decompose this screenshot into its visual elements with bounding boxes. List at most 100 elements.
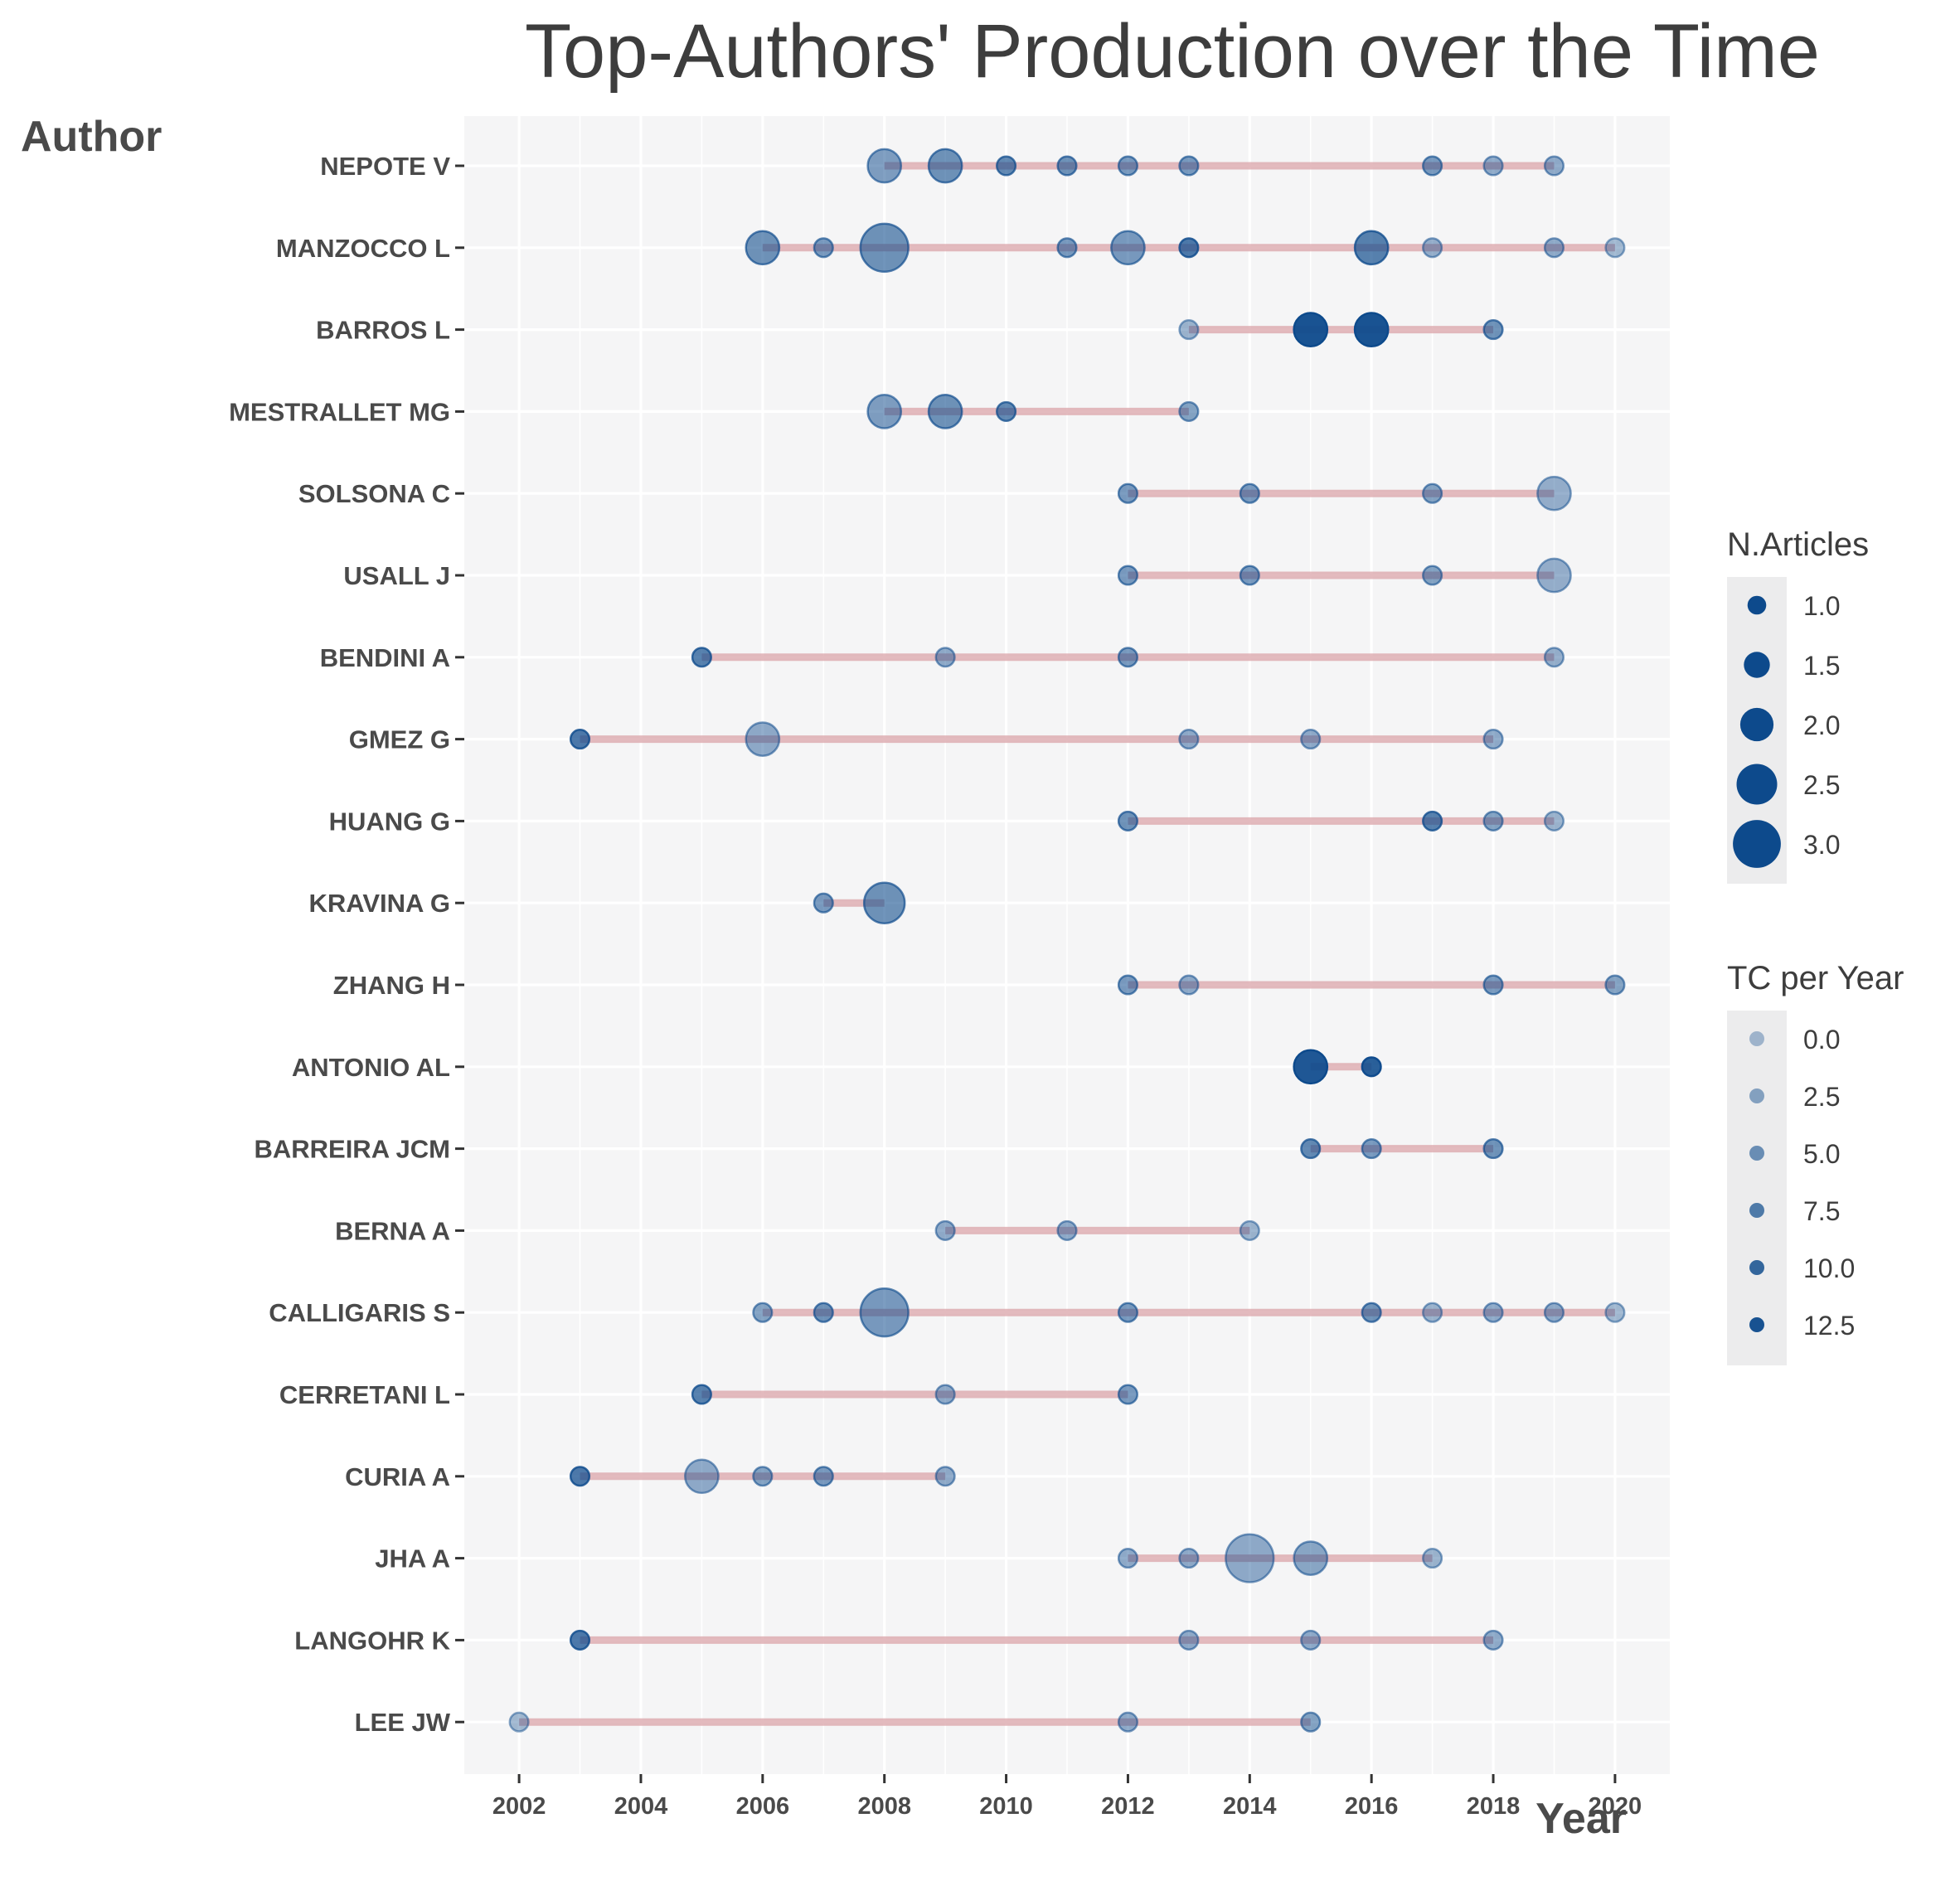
- y-tick-label: KRAVINA G: [309, 889, 451, 918]
- y-tick-label: SOLSONA C: [298, 479, 450, 508]
- point-curia-a-2007: [813, 1466, 834, 1487]
- legend-alpha-label: 0.0: [1803, 1025, 1840, 1055]
- point-mestrallet-mg-2010: [996, 400, 1017, 422]
- point-kravina-g-2007: [813, 892, 834, 914]
- point-gmez-g-2013: [1178, 729, 1200, 750]
- point-calligaris-s-2016: [1361, 1302, 1382, 1323]
- x-axis-title: Year: [1535, 1795, 1627, 1843]
- legend-size-key: [1747, 595, 1767, 615]
- point-jha-a-2012: [1117, 1548, 1138, 1569]
- x-tick-label: 2006: [736, 1793, 790, 1820]
- point-antonio-al-2016: [1361, 1056, 1382, 1078]
- point-solsona-c-2012: [1117, 482, 1138, 504]
- legend-tc-per-year-keys: [1727, 1011, 1787, 1365]
- legend-size-key: [1736, 764, 1778, 805]
- legend-size-key: [1739, 707, 1774, 742]
- point-manzocco-l-2008: [859, 222, 910, 273]
- y-tick-label: ANTONIO AL: [292, 1053, 450, 1082]
- point-calligaris-s-2017: [1422, 1302, 1443, 1323]
- point-manzocco-l-2020: [1604, 237, 1626, 259]
- point-barros-l-2015: [1293, 312, 1329, 347]
- point-curia-a-2006: [752, 1466, 774, 1487]
- point-zhang-h-2013: [1178, 974, 1200, 996]
- point-curia-a-2009: [934, 1466, 956, 1487]
- x-tick-label: 2004: [614, 1793, 668, 1820]
- legend-alpha-label: 7.5: [1803, 1196, 1840, 1226]
- point-mestrallet-mg-2008: [866, 394, 903, 429]
- point-barreira-jcm-2016: [1361, 1138, 1382, 1160]
- point-kravina-g-2008: [862, 881, 906, 924]
- point-huang-g-2017: [1422, 810, 1443, 831]
- point-jha-a-2017: [1422, 1548, 1443, 1569]
- point-bendini-a-2012: [1117, 647, 1138, 668]
- point-nepote-v-2018: [1482, 155, 1504, 177]
- legend-tc-per-year: TC per Year 0.0 2.5 5.0 7.5 10.0 12.5: [1727, 960, 1904, 1365]
- legend-size-label: 1.0: [1803, 591, 1840, 621]
- y-tick-label: GMEZ G: [349, 725, 450, 754]
- legend-alpha-label: 5.0: [1803, 1139, 1840, 1169]
- legend-alpha-key: [1749, 1260, 1764, 1275]
- point-cerretani-l-2009: [934, 1384, 956, 1405]
- point-cerretani-l-2012: [1117, 1384, 1138, 1405]
- legend-alpha-key: [1749, 1031, 1764, 1046]
- point-calligaris-s-2019: [1543, 1302, 1565, 1323]
- y-tick-label: BERNA A: [335, 1216, 450, 1245]
- chart-title: Top-Authors' Production over the Time: [525, 9, 1820, 94]
- legend-alpha-label: 10.0: [1803, 1253, 1855, 1283]
- y-tick-label: CURIA A: [345, 1462, 450, 1491]
- point-usall-j-2012: [1117, 565, 1138, 586]
- y-tick-label: CALLIGARIS S: [269, 1298, 450, 1327]
- y-tick-label: USALL J: [343, 561, 450, 590]
- point-barros-l-2018: [1482, 319, 1504, 341]
- y-axis-title: Author: [21, 113, 162, 161]
- point-nepote-v-2013: [1178, 155, 1200, 177]
- point-curia-a-2005: [684, 1458, 720, 1495]
- point-huang-g-2019: [1543, 810, 1565, 831]
- point-barros-l-2013: [1178, 319, 1200, 341]
- point-berna-a-2009: [934, 1219, 956, 1241]
- y-tick-label: NEPOTE V: [320, 152, 450, 181]
- point-calligaris-s-2020: [1604, 1302, 1626, 1323]
- point-langohr-k-2003: [569, 1629, 591, 1651]
- legend-tc-per-year-title: TC per Year: [1727, 960, 1904, 996]
- point-berna-a-2014: [1239, 1219, 1260, 1241]
- point-lee-jw-2015: [1300, 1711, 1322, 1733]
- point-barros-l-2016: [1353, 312, 1390, 347]
- x-tick-label: 2016: [1345, 1793, 1399, 1820]
- point-manzocco-l-2006: [745, 230, 781, 266]
- point-gmez-g-2006: [745, 721, 781, 757]
- point-huang-g-2012: [1117, 810, 1138, 831]
- point-mestrallet-mg-2013: [1178, 400, 1200, 422]
- x-tick-label: 2010: [979, 1793, 1033, 1820]
- x-tick-label: 2018: [1467, 1793, 1521, 1820]
- legend-size-key: [1744, 652, 1770, 678]
- point-manzocco-l-2019: [1543, 237, 1565, 259]
- legend-alpha-key: [1749, 1317, 1764, 1332]
- point-barreira-jcm-2018: [1482, 1138, 1504, 1160]
- point-gmez-g-2003: [569, 729, 591, 750]
- legend-size-label: 2.5: [1803, 770, 1840, 800]
- point-calligaris-s-2012: [1117, 1302, 1138, 1323]
- point-calligaris-s-2007: [813, 1302, 834, 1323]
- point-usall-j-2017: [1422, 565, 1443, 586]
- point-nepote-v-2010: [996, 155, 1017, 177]
- y-tick-label: BARREIRA JCM: [254, 1135, 450, 1164]
- x-tick-label: 2008: [857, 1793, 911, 1820]
- point-zhang-h-2018: [1482, 974, 1504, 996]
- point-solsona-c-2017: [1422, 482, 1443, 504]
- y-tick-label: HUANG G: [329, 807, 450, 836]
- point-manzocco-l-2016: [1353, 230, 1390, 266]
- point-lee-jw-2002: [508, 1711, 530, 1733]
- point-bendini-a-2005: [691, 647, 712, 668]
- legend-alpha-key: [1749, 1203, 1764, 1218]
- legend-alpha-label: 2.5: [1803, 1082, 1840, 1112]
- point-curia-a-2003: [569, 1466, 591, 1487]
- point-gmez-g-2015: [1300, 729, 1322, 750]
- point-barreira-jcm-2015: [1300, 1138, 1322, 1160]
- point-zhang-h-2012: [1117, 974, 1138, 996]
- x-tick-label: 2012: [1101, 1793, 1155, 1820]
- y-tick-label: MESTRALLET MG: [229, 397, 450, 426]
- point-jha-a-2013: [1178, 1548, 1200, 1569]
- point-calligaris-s-2006: [752, 1302, 774, 1323]
- y-tick-label: JHA A: [375, 1544, 450, 1573]
